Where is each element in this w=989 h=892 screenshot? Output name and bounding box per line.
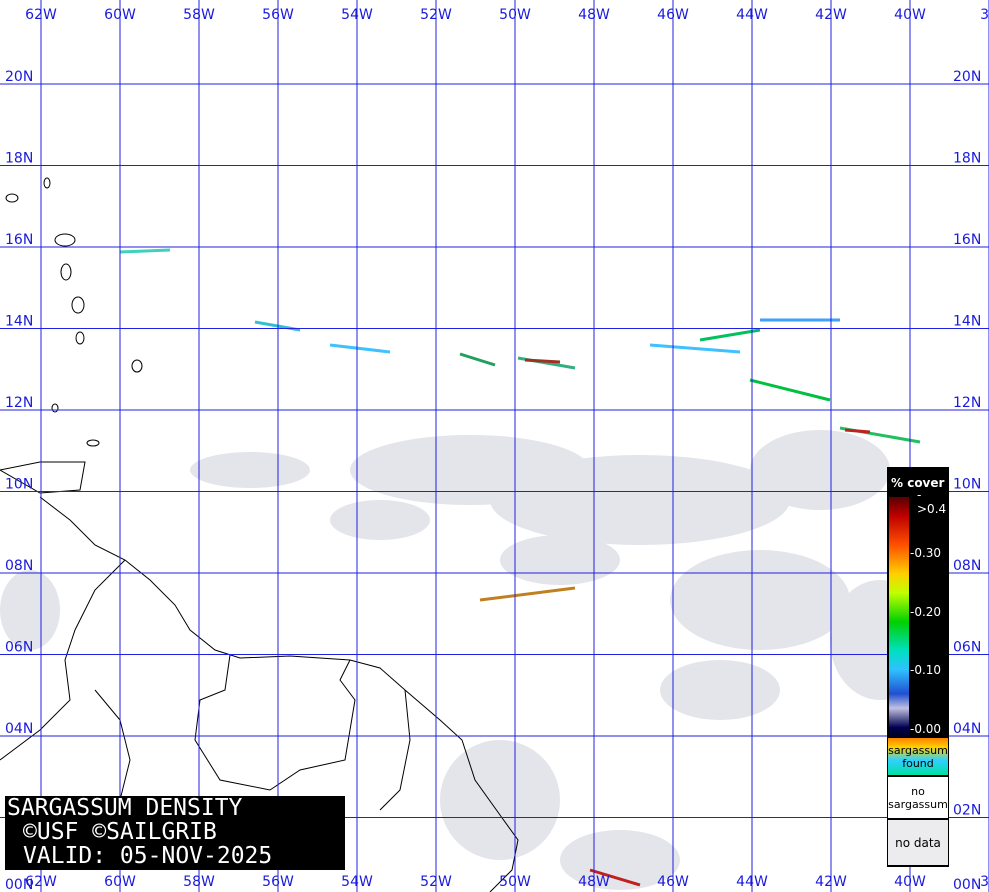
clouds (0, 430, 930, 890)
longitude-label: 44W (736, 874, 768, 890)
latitude-label: 12N (953, 395, 981, 411)
longitude-label: 58W (183, 874, 215, 890)
coastline (0, 461, 519, 892)
longitude-label: 54W (341, 7, 373, 23)
longitude-label: 46W (657, 874, 689, 890)
longitude-label: 48W (578, 7, 610, 23)
latitude-label: 10N (5, 477, 33, 493)
legend: % cover sargassum found no sargassum no … (887, 467, 949, 867)
color-bar (889, 497, 909, 737)
longitude-label: 38 (980, 7, 989, 23)
longitude-label: 50W (499, 7, 531, 23)
longitude-label: 44W (736, 7, 768, 23)
latitude-label: 08N (953, 558, 981, 574)
latitude-label: 00N (5, 877, 33, 892)
title-line: SARGASSUM DENSITY (7, 795, 243, 821)
legend-none: no sargassum (888, 777, 948, 818)
longitude-label: 62W (25, 7, 57, 23)
longitude-label: 46W (657, 7, 689, 23)
longitude-label: 60W (104, 7, 136, 23)
longitude-label: 56W (262, 7, 294, 23)
longitude-label: 42W (815, 7, 847, 23)
legend-title: % cover (891, 476, 945, 490)
latitude-label: 06N (953, 640, 981, 656)
legend-no-data: no data (888, 820, 948, 865)
latitude-label: 08N (5, 558, 33, 574)
longitude-label: 40W (894, 7, 926, 23)
legend-found: sargassum found (888, 738, 948, 775)
longitude-label: 54W (341, 874, 373, 890)
latitude-label: 10N (953, 477, 981, 493)
longitude-label: 52W (420, 874, 452, 890)
longitude-label: 62W (25, 874, 57, 890)
latitude-label: 20N (5, 69, 33, 85)
latitude-label: 04N (5, 721, 33, 737)
scale-label: -0.10 (910, 663, 942, 677)
latitude-label: 20N (953, 69, 981, 85)
latitude-label: 02N (953, 803, 981, 819)
longitude-label: 52W (420, 7, 452, 23)
latitude-label: 14N (5, 314, 33, 330)
latitude-label: 06N (5, 640, 33, 656)
longitude-label: 50W (499, 874, 531, 890)
scale-label: -0.20 (910, 604, 942, 619)
longitude-label: 56W (262, 874, 294, 890)
latitude-label: 00N (953, 877, 981, 892)
scale-label: -0.30 (910, 546, 942, 560)
longitude-label: 40W (894, 874, 926, 890)
title-line: VALID: 05-NOV-2025 (23, 843, 273, 869)
scale-label: -0.00 (910, 721, 942, 736)
latitude-label: 18N (5, 151, 33, 167)
longitude-label: 38 (980, 874, 989, 890)
latitude-label: 12N (5, 395, 33, 411)
latitude-label: 04N (953, 721, 981, 737)
longitude-label: 48W (578, 874, 610, 890)
islands (5, 177, 143, 447)
latitude-label: 16N (953, 232, 981, 248)
scale-label: ->0.4 (917, 488, 947, 516)
latitude-label: 18N (953, 151, 981, 167)
longitude-label: 42W (815, 874, 847, 890)
latitude-label: 14N (953, 314, 981, 330)
title-box: SARGASSUM DENSITY ©USF ©SAILGRIB VALID: 05… (5, 796, 345, 870)
longitude-label: 58W (183, 7, 215, 23)
title-line: ©USF ©SAILGRIB (23, 819, 217, 845)
latitude-label: 16N (5, 232, 33, 248)
longitude-label: 60W (104, 874, 136, 890)
